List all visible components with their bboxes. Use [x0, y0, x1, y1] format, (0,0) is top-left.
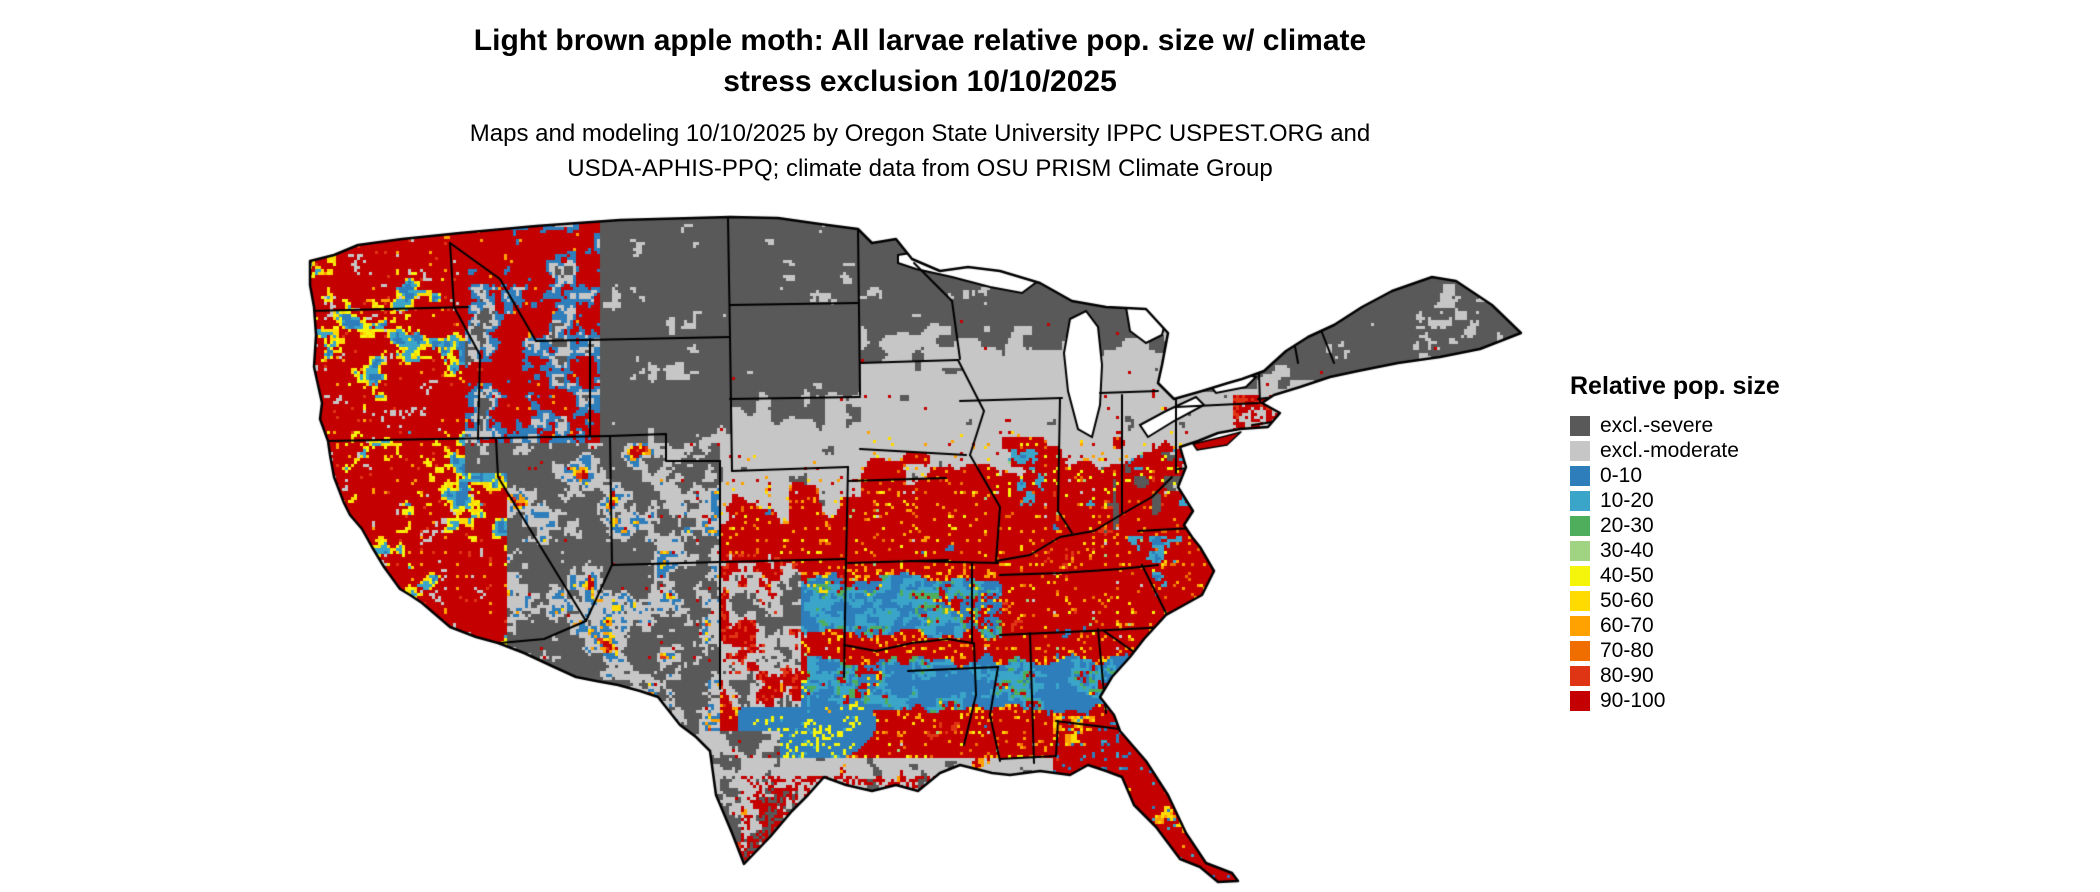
- legend-swatch: [1570, 415, 1590, 436]
- legend-item: 10-20: [1570, 488, 1780, 513]
- legend-item: 60-70: [1570, 613, 1780, 638]
- legend-item: 40-50: [1570, 563, 1780, 588]
- legend: Relative pop. size excl.-severe excl.-mod…: [1570, 372, 1780, 713]
- figure-subtitle-line1: Maps and modeling 10/10/2025 by Oregon S…: [469, 120, 1371, 147]
- legend-swatch: [1570, 640, 1590, 661]
- legend-item: 80-90: [1570, 663, 1780, 688]
- us-map: [300, 215, 1530, 885]
- legend-item: 0-10: [1570, 463, 1780, 488]
- legend-swatch: [1570, 690, 1590, 711]
- legend-label: 90-100: [1600, 689, 1666, 712]
- legend-label: 70-80: [1600, 639, 1654, 662]
- legend-items: excl.-severe excl.-moderate 0-10 10-20 20-30…: [1570, 413, 1780, 713]
- legend-label: 20-30: [1600, 514, 1654, 537]
- legend-swatch: [1570, 665, 1590, 686]
- legend-label: 30-40: [1600, 539, 1654, 562]
- legend-swatch: [1570, 590, 1590, 611]
- legend-swatch: [1570, 565, 1590, 586]
- legend-swatch: [1570, 540, 1590, 561]
- legend-item: 30-40: [1570, 538, 1780, 563]
- legend-item: 50-60: [1570, 588, 1780, 613]
- legend-item: 90-100: [1570, 688, 1780, 713]
- legend-label: excl.-moderate: [1600, 439, 1739, 462]
- legend-item: excl.-moderate: [1570, 438, 1780, 463]
- legend-swatch: [1570, 615, 1590, 636]
- figure-header: Light brown apple moth: All larvae relat…: [0, 20, 1840, 186]
- legend-label: excl.-severe: [1600, 414, 1714, 437]
- legend-title: Relative pop. size: [1570, 372, 1780, 400]
- legend-swatch: [1570, 515, 1590, 536]
- legend-swatch: [1570, 465, 1590, 486]
- legend-label: 0-10: [1600, 464, 1643, 487]
- figure-title-line2: stress exclusion 10/10/2025: [723, 65, 1117, 98]
- figure-subtitle: Maps and modeling 10/10/2025 by Oregon S…: [0, 116, 1840, 186]
- legend-label: 50-60: [1600, 589, 1654, 612]
- legend-label: 80-90: [1600, 664, 1654, 687]
- legend-swatch: [1570, 440, 1590, 461]
- legend-swatch: [1570, 490, 1590, 511]
- legend-label: 40-50: [1600, 564, 1654, 587]
- figure-title-line1: Light brown apple moth: All larvae relat…: [473, 24, 1367, 57]
- legend-item: 70-80: [1570, 638, 1780, 663]
- legend-label: 10-20: [1600, 489, 1654, 512]
- legend-item: excl.-severe: [1570, 413, 1780, 438]
- figure-subtitle-line2: USDA-APHIS-PPQ; climate data from OSU PR…: [567, 155, 1273, 182]
- legend-label: 60-70: [1600, 614, 1654, 637]
- figure-title: Light brown apple moth: All larvae relat…: [0, 20, 1840, 102]
- us-map-canvas: [300, 215, 1530, 885]
- legend-item: 20-30: [1570, 513, 1780, 538]
